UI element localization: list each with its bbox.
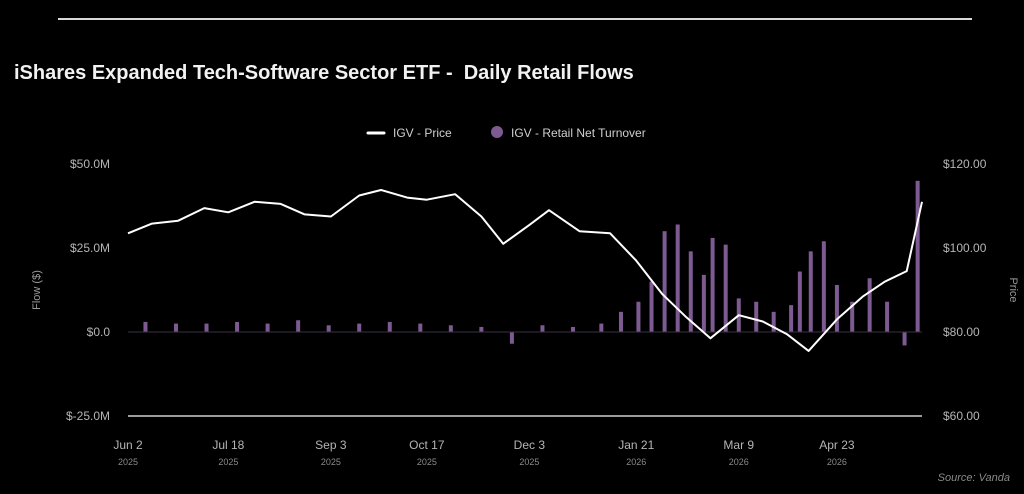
flow-bar (649, 281, 654, 332)
flow-bar (834, 284, 839, 332)
legend-price-label: IGV - Price (393, 126, 452, 140)
flow-bar (701, 274, 706, 332)
flow-bar (675, 224, 680, 332)
flow-bar (387, 321, 392, 332)
flow-bar (688, 251, 693, 332)
x-tick-year: 2026 (626, 457, 646, 467)
source-note: Source: Vanda (937, 472, 1010, 484)
x-tick-label: Sep 3 (315, 438, 347, 452)
chart-title: iShares Expanded Tech-Software Sector ET… (14, 62, 634, 84)
flow-bar (821, 241, 826, 332)
flow-bar (599, 323, 604, 332)
flow-bar (636, 301, 641, 332)
x-tick-year: 2026 (729, 457, 749, 467)
flow-bar (540, 325, 545, 332)
flow-bar (808, 251, 813, 332)
flow-bar (173, 323, 178, 332)
flow-bar (618, 311, 623, 332)
flow-bar (357, 323, 362, 332)
right-tick-label: $100.00 (943, 241, 987, 255)
flow-bar (479, 326, 484, 332)
x-tick-year: 2025 (519, 457, 539, 467)
flow-bar (235, 321, 240, 332)
x-tick-year: 2025 (118, 457, 138, 467)
price-line (127, 189, 923, 352)
legend-dot-swatch (491, 126, 503, 138)
x-tick-label: Jun 2 (113, 438, 143, 452)
x-tick-label: Apr 23 (819, 438, 855, 452)
flow-bar (143, 321, 148, 332)
flow-bar (418, 323, 423, 332)
flow-bar (797, 271, 802, 332)
left-axis: $50.0M $25.0M $0.0 $-25.0M (66, 157, 110, 423)
flow-bar (509, 332, 514, 344)
x-tick-year: 2025 (218, 457, 238, 467)
plot-baseline (128, 331, 922, 417)
x-axis: Jun 2 2025 Jul 18 2025 Sep 3 2025 Oct 17 2025 De… (113, 438, 855, 467)
right-tick-label: $120.00 (943, 157, 987, 171)
x-tick-label: Jan 21 (618, 438, 654, 452)
right-tick-label: $60.00 (943, 409, 980, 423)
right-axis-title: Price (1007, 277, 1019, 302)
flow-bar (850, 301, 855, 332)
left-axis-title: Flow ($) (31, 270, 43, 310)
flow-bar (326, 325, 331, 332)
x-tick-label: Mar 9 (723, 438, 754, 452)
x-tick-year: 2025 (417, 457, 437, 467)
flow-bar (265, 323, 270, 332)
left-tick-label: $-25.0M (66, 409, 110, 423)
flow-bar (710, 237, 715, 332)
top-rule (58, 18, 972, 20)
flow-bar (448, 325, 453, 332)
flow-bar (296, 320, 301, 332)
x-tick-label: Jul 18 (212, 438, 244, 452)
right-axis: $120.00 $100.00 $80.00 $60.00 (943, 157, 987, 423)
flow-bar (723, 244, 728, 332)
legend-flow-label: IGV - Retail Net Turnover (511, 126, 646, 140)
x-tick-label: Oct 17 (409, 438, 445, 452)
flow-bar (915, 180, 920, 332)
price-series-line (127, 189, 923, 352)
x-tick-label: Dec 3 (514, 438, 546, 452)
flow-bar (754, 301, 759, 332)
flow-bar (885, 301, 890, 332)
flow-bars (143, 180, 920, 346)
flow-bar (902, 332, 907, 346)
flow-bar (771, 311, 776, 332)
right-tick-label: $80.00 (943, 325, 980, 339)
flow-bar (570, 326, 575, 332)
x-tick-year: 2026 (827, 457, 847, 467)
left-tick-label: $0.0 (87, 325, 111, 339)
left-tick-label: $50.0M (70, 157, 110, 171)
flow-bar (662, 231, 667, 332)
left-tick-label: $25.0M (70, 241, 110, 255)
x-tick-year: 2025 (321, 457, 341, 467)
flow-bar (789, 305, 794, 332)
flow-bar (867, 278, 872, 332)
legend: IGV - Price IGV - Retail Net Turnover (366, 126, 646, 140)
flow-bar (204, 323, 209, 332)
